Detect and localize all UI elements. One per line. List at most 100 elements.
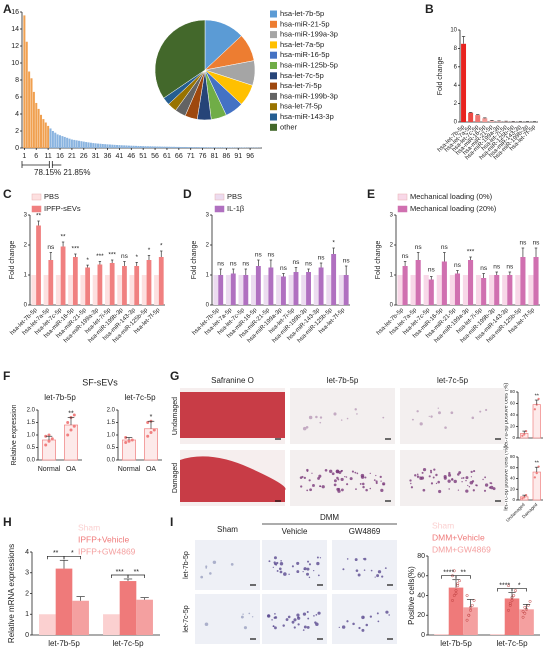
error-bar [49,252,52,260]
row-label: Damaged [172,463,179,493]
significance-label: ns [318,255,326,262]
legend-swatch [31,205,42,213]
stained-cell [376,612,379,615]
stained-cell [345,476,348,478]
stained-cell [311,472,313,474]
data-point [124,441,128,444]
y-tick-label: 2 [206,243,210,249]
bar [36,225,41,305]
stained-cell [362,558,365,560]
stained-cell [306,572,310,576]
x-tick-label: 16 [56,153,64,160]
stained-cell [410,482,412,485]
error-bar [456,270,459,274]
bar [127,145,130,148]
stained-cell [417,476,419,479]
bar [35,102,38,148]
bar [402,266,408,305]
bar [146,146,149,148]
stained-cell [369,487,372,490]
x-tick-label: 76 [199,153,207,160]
significance-label: *** [108,252,116,259]
legend-swatch [31,193,42,201]
stained-cell [308,415,313,420]
bar [449,275,455,305]
y-tick-label: 1 [206,273,210,279]
stained-cell [438,489,442,494]
pie-slice [154,19,206,99]
legend-label: DMM+Vehicle [432,532,485,542]
legend-swatch [270,51,277,59]
y-tick-label: 0 [390,303,394,309]
legend-label: hsa-let-7f-5p [280,102,322,111]
y-tick-label: 20 [417,612,425,619]
y-tick-label: 10 [450,28,457,34]
legend-label: Mechanical loading (20%) [410,204,497,213]
bar [106,144,109,148]
stained-cell [364,476,367,479]
x-tick-label: 61 [163,153,171,160]
stained-cell [465,476,469,480]
bar [109,263,115,305]
group-label: DMM [320,513,339,522]
row-label: let-7c-5p [183,605,190,632]
legend-label: Sham [78,522,100,532]
stained-cell [462,476,465,479]
bar [28,71,31,148]
legend-label: hsa-let-7b-5p [280,9,324,18]
bar [101,144,104,148]
chart-title: let-7c-5p [124,393,156,402]
legend-swatch [270,72,277,80]
bar [189,147,192,148]
bar [507,275,513,305]
x-tick-label: 71 [187,153,195,160]
bar [177,146,180,148]
bar [288,275,294,305]
bar [78,140,81,148]
stained-cell [204,622,209,627]
bar [92,275,98,305]
bar [42,119,45,148]
stained-cell [438,411,441,415]
legend-swatch [270,123,277,131]
stained-cell [273,556,277,560]
bar [104,275,110,305]
y-tick-label: 40 [417,592,425,599]
panel-letter: H [3,515,12,529]
y-axis-label: Positive cells(%) [407,566,416,625]
bar [415,260,421,305]
error-bar [59,559,69,569]
bar [30,78,33,148]
x-tick-label: 26 [80,153,88,160]
error-bar [160,250,163,257]
stained-cell [346,483,349,486]
bar [194,147,197,148]
data-point [514,589,517,593]
bar [120,145,123,148]
stained-cell [272,566,274,569]
stained-cell [370,569,373,572]
bar [481,278,487,305]
significance-label: ns [47,244,55,251]
significance-label: ns [293,259,301,266]
stained-cell [291,620,295,624]
bar [215,147,218,148]
significance-label: ns [343,258,351,265]
row-label: let-7b-5p [183,551,190,579]
significance-label: * [86,257,89,264]
stained-cell [384,567,387,570]
stained-cell [379,475,382,479]
bar [141,275,147,305]
stained-cell [355,569,359,572]
significance-label: ** [535,461,540,467]
x-tick-label: 56 [151,153,159,160]
stained-cell [297,616,299,619]
stained-cell [358,626,361,630]
data-point [47,433,51,437]
bar [122,266,127,305]
stained-cell [354,558,358,562]
stained-cell [283,572,287,576]
bar [533,257,539,305]
stained-cell [209,572,212,575]
stained-cell [340,419,343,421]
